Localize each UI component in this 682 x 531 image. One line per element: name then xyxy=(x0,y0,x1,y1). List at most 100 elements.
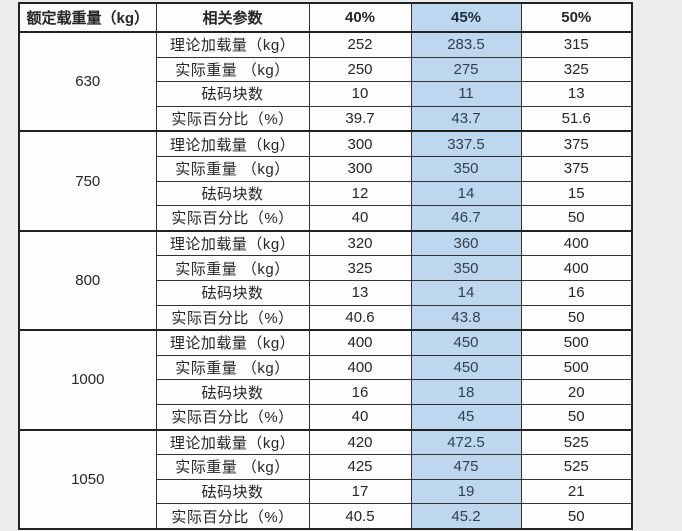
param-label-cell: 理论加载量（kg） xyxy=(155,428,310,456)
value-cell-highlight: 450 xyxy=(410,329,522,356)
load-test-table: 额定载重量（kg） 相关参数 40% 45% 50% 630 理论加载量（kg）… xyxy=(18,2,633,530)
value-cell: 39.7 xyxy=(308,105,412,132)
value-cell: 400 xyxy=(520,255,633,281)
rated-load-cell: 750 xyxy=(18,130,157,232)
value-cell-highlight: 19 xyxy=(410,478,522,505)
value-cell: 40.5 xyxy=(308,503,412,530)
value-cell-highlight: 11 xyxy=(410,81,522,107)
param-label-cell: 实际重量 （kg） xyxy=(155,56,310,83)
table-row: 实际重量 （kg） 250 275 325 xyxy=(19,56,633,83)
table-header-row: 额定载重量（kg） 相关参数 40% 45% 50% xyxy=(18,2,633,33)
value-cell: 15 xyxy=(520,180,633,207)
value-cell: 13 xyxy=(308,279,412,306)
load-test-table-container: 额定载重量（kg） 相关参数 40% 45% 50% 630 理论加载量（kg）… xyxy=(18,2,633,530)
value-cell: 315 xyxy=(520,30,633,58)
value-cell-highlight: 475 xyxy=(410,454,522,480)
table-row: 630 理论加载量（kg） 252 283.5 315 xyxy=(18,30,633,132)
table-row: 800 理论加载量（kg） 320 360 400 xyxy=(18,229,633,331)
value-cell: 16 xyxy=(520,279,633,306)
header-params: 相关参数 xyxy=(155,2,310,33)
table-row: 实际百分比（%） 40.5 45.2 50 xyxy=(19,503,633,530)
table-row: 实际重量 （kg） 300 350 375 xyxy=(19,155,633,182)
value-cell: 300 xyxy=(308,130,412,157)
value-cell: 50 xyxy=(520,205,633,232)
value-cell: 252 xyxy=(308,30,412,58)
param-label-cell: 理论加载量（kg） xyxy=(155,130,310,157)
value-cell-highlight: 283.5 xyxy=(410,30,522,58)
param-label-cell: 砝码块数 xyxy=(155,478,310,505)
param-label-cell: 砝码块数 xyxy=(155,279,310,306)
value-cell-highlight: 43.7 xyxy=(410,105,522,132)
value-cell: 50 xyxy=(520,304,633,331)
value-cell: 16 xyxy=(308,379,412,405)
param-label-cell: 理论加载量（kg） xyxy=(155,329,310,356)
value-cell-highlight: 14 xyxy=(410,279,522,306)
table-row: 实际百分比（%） 40 46.7 50 xyxy=(19,205,633,232)
value-cell-highlight: 43.8 xyxy=(410,304,522,331)
value-cell: 420 xyxy=(308,428,412,456)
value-cell: 525 xyxy=(520,454,633,480)
table-row: 1000 理论加载量（kg） 400 450 500 xyxy=(18,329,633,431)
value-cell: 500 xyxy=(520,354,633,381)
value-cell: 300 xyxy=(308,155,412,182)
value-cell: 40 xyxy=(308,403,412,431)
value-cell-highlight: 18 xyxy=(410,379,522,405)
header-pct-50: 50% xyxy=(520,2,633,33)
rated-load-cell: 800 xyxy=(18,229,157,331)
value-cell: 12 xyxy=(308,180,412,207)
value-cell-highlight: 450 xyxy=(410,354,522,381)
value-cell: 400 xyxy=(308,329,412,356)
value-cell-highlight: 472.5 xyxy=(410,428,522,456)
table-row: 1050 理论加载量（kg） 420 472.5 525 xyxy=(18,428,633,530)
table-row: 实际百分比（%） 40 45 50 xyxy=(19,403,633,431)
value-cell-highlight: 350 xyxy=(410,155,522,182)
value-cell: 51.6 xyxy=(520,105,633,132)
param-label-cell: 实际重量 （kg） xyxy=(155,255,310,281)
value-cell: 425 xyxy=(308,454,412,480)
value-cell-highlight: 14 xyxy=(410,180,522,207)
param-label-cell: 理论加载量（kg） xyxy=(155,30,310,58)
value-cell: 21 xyxy=(520,478,633,505)
rated-load-cell: 630 xyxy=(18,30,157,132)
value-cell-highlight: 360 xyxy=(410,229,522,257)
header-rated-load: 额定载重量（kg） xyxy=(18,2,157,33)
value-cell: 40.6 xyxy=(308,304,412,331)
rated-load-cell: 1000 xyxy=(18,329,157,431)
table-row: 砝码块数 17 19 21 xyxy=(19,478,633,505)
value-cell: 10 xyxy=(308,81,412,107)
value-cell: 375 xyxy=(520,130,633,157)
param-label-cell: 实际重量 （kg） xyxy=(155,354,310,381)
value-cell: 400 xyxy=(308,354,412,381)
param-label-cell: 理论加载量（kg） xyxy=(155,229,310,257)
param-label-cell: 砝码块数 xyxy=(155,81,310,107)
value-cell: 500 xyxy=(520,329,633,356)
value-cell: 13 xyxy=(520,81,633,107)
param-label-cell: 实际百分比（%） xyxy=(155,304,310,331)
table-row: 砝码块数 12 14 15 xyxy=(19,180,633,207)
table-row: 砝码块数 16 18 20 xyxy=(19,379,633,405)
param-label-cell: 砝码块数 xyxy=(155,379,310,405)
value-cell-highlight: 275 xyxy=(410,56,522,83)
value-cell-highlight: 45 xyxy=(410,403,522,431)
value-cell: 17 xyxy=(308,478,412,505)
header-pct-45: 45% xyxy=(410,2,522,33)
table-row: 砝码块数 10 11 13 xyxy=(19,81,633,107)
value-cell-highlight: 337.5 xyxy=(410,130,522,157)
param-label-cell: 实际重量 （kg） xyxy=(155,155,310,182)
rated-load-cell: 1050 xyxy=(18,428,157,530)
table-row: 750 理论加载量（kg） 300 337.5 375 xyxy=(18,130,633,232)
value-cell: 50 xyxy=(520,503,633,530)
param-label-cell: 实际重量 （kg） xyxy=(155,454,310,480)
value-cell: 525 xyxy=(520,428,633,456)
value-cell: 250 xyxy=(308,56,412,83)
param-label-cell: 实际百分比（%） xyxy=(155,105,310,132)
value-cell: 400 xyxy=(520,229,633,257)
param-label-cell: 实际百分比（%） xyxy=(155,403,310,431)
table-row: 实际重量 （kg） 400 450 500 xyxy=(19,354,633,381)
value-cell: 320 xyxy=(308,229,412,257)
param-label-cell: 实际百分比（%） xyxy=(155,503,310,530)
value-cell: 50 xyxy=(520,403,633,431)
value-cell-highlight: 46.7 xyxy=(410,205,522,232)
value-cell: 20 xyxy=(520,379,633,405)
value-cell: 325 xyxy=(520,56,633,83)
